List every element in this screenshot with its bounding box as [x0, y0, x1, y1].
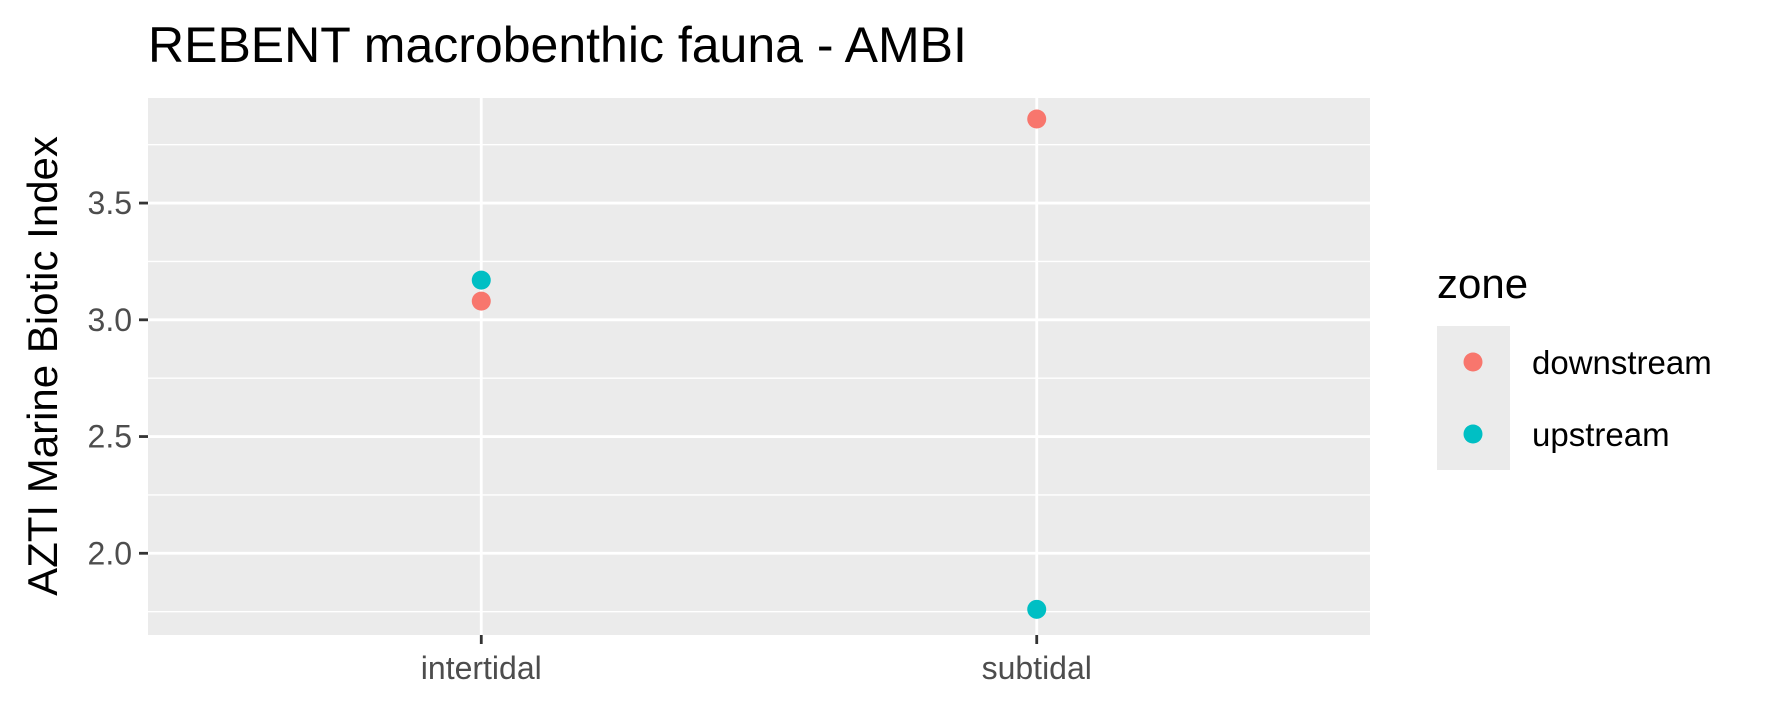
data-point-downstream	[471, 291, 491, 311]
legend-label-upstream: upstream	[1532, 416, 1670, 453]
gridlines	[148, 98, 1370, 635]
legend-key-background	[1437, 326, 1510, 470]
data-point-upstream	[1027, 599, 1047, 619]
axis-ticks: 2.0 2.5 3.0 3.5 intertidal subtidal	[88, 185, 1092, 686]
y-tick-label: 3.0	[88, 302, 132, 338]
plot-panel	[148, 98, 1370, 635]
legend-key-upstream	[1463, 424, 1483, 444]
data-point-upstream	[471, 270, 491, 290]
legend-key-downstream	[1463, 352, 1483, 372]
x-tick-label: intertidal	[421, 650, 542, 686]
data-point-downstream	[1027, 109, 1047, 129]
y-axis-label: AZTI Marine Biotic Index	[19, 136, 66, 596]
y-tick-label: 2.0	[88, 535, 132, 571]
legend-label-downstream: downstream	[1532, 344, 1712, 381]
x-tick-label: subtidal	[982, 650, 1092, 686]
chart-title: REBENT macrobenthic fauna - AMBI	[148, 17, 967, 73]
legend-title: zone	[1437, 260, 1528, 307]
legend: zone downstream upstream	[1437, 260, 1712, 470]
y-tick-label: 2.5	[88, 419, 132, 455]
data-points	[471, 109, 1047, 619]
y-tick-label: 3.5	[88, 185, 132, 221]
